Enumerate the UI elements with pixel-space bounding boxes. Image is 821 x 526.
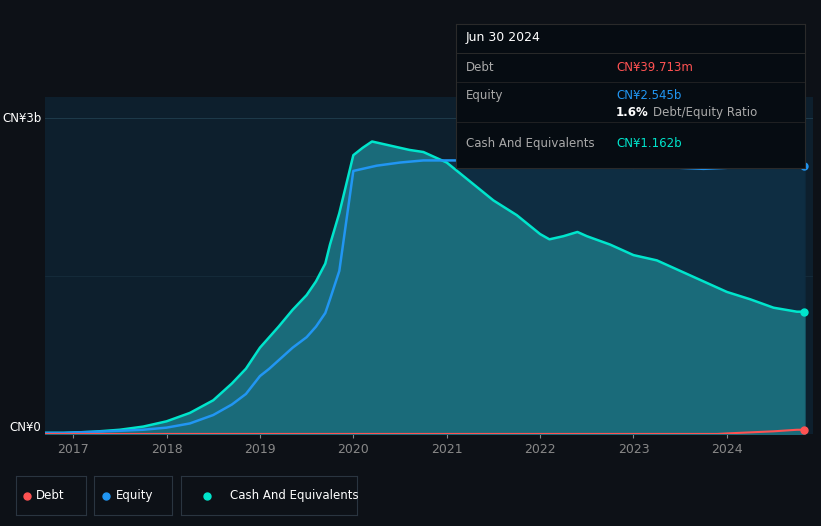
Text: Cash And Equivalents: Cash And Equivalents <box>466 137 594 150</box>
Text: Debt/Equity Ratio: Debt/Equity Ratio <box>653 106 757 119</box>
Text: 1.6%: 1.6% <box>616 106 649 119</box>
Text: Debt: Debt <box>466 62 495 74</box>
Text: Jun 30 2024: Jun 30 2024 <box>466 31 541 44</box>
Text: Debt: Debt <box>36 489 65 502</box>
Text: Cash And Equivalents: Cash And Equivalents <box>230 489 359 502</box>
Text: Equity: Equity <box>117 489 154 502</box>
Text: CN¥3b: CN¥3b <box>2 112 41 125</box>
Text: CN¥1.162b: CN¥1.162b <box>616 137 681 150</box>
Text: Equity: Equity <box>466 89 503 102</box>
Text: CN¥2.545b: CN¥2.545b <box>616 89 681 102</box>
Text: CN¥39.713m: CN¥39.713m <box>616 62 693 74</box>
Text: CN¥0: CN¥0 <box>10 421 41 434</box>
